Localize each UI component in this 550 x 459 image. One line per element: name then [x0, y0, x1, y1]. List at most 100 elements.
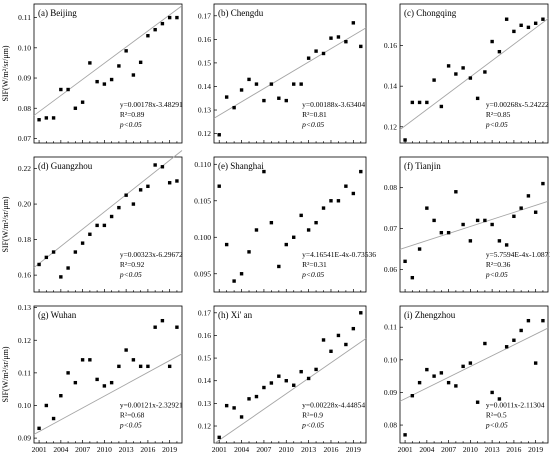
- data-point: [124, 193, 128, 197]
- data-point: [80, 241, 85, 245]
- trend-line: [399, 18, 549, 130]
- data-point: [344, 184, 348, 188]
- data-point: [160, 318, 165, 323]
- panel-8: 0.12 0.13 0.14 0.15 0.16 0.17 2001 2004 2007 2010…: [198, 305, 367, 454]
- data-point: [533, 210, 538, 214]
- data-point: [167, 15, 172, 20]
- data-point: [475, 400, 480, 404]
- data-point: [102, 223, 107, 228]
- data-point: [541, 17, 545, 21]
- data-point: [526, 25, 531, 30]
- panel-3: 0.12 0.14 0.16 (c) Chongqing y=0.00268x-5.24…: [384, 3, 549, 144]
- data-point: [336, 35, 341, 39]
- data-point: [37, 262, 41, 267]
- data-point: [131, 202, 136, 206]
- data-point: [73, 250, 78, 254]
- data-point: [284, 242, 288, 247]
- data-point: [446, 230, 451, 235]
- data-point: [239, 415, 244, 419]
- data-point: [138, 60, 143, 65]
- p-value: p<0.05: [301, 270, 324, 279]
- data-point: [344, 39, 348, 44]
- plot-frame: [33, 156, 183, 293]
- y-tick-label: 0.12: [198, 422, 211, 431]
- x-tick-label: 2013: [301, 445, 316, 454]
- data-point: [153, 325, 157, 329]
- data-point: [66, 266, 70, 270]
- p-value: p<0.05: [119, 120, 142, 129]
- data-point: [117, 205, 121, 210]
- plot-frame: [399, 3, 549, 144]
- p-value: p<0.05: [301, 120, 324, 129]
- y-tick-label: 0.18: [18, 235, 31, 244]
- data-point: [284, 98, 288, 103]
- data-point: [73, 106, 78, 110]
- data-point: [124, 49, 128, 53]
- y-tick-label: 0.13: [198, 106, 211, 115]
- y-tick-label: 0.06: [384, 265, 397, 274]
- data-point: [232, 105, 236, 110]
- x-tick-label: 2016: [140, 445, 155, 454]
- x-tick-label: 2004: [234, 445, 249, 454]
- data-point: [59, 275, 63, 279]
- data-point: [497, 49, 502, 54]
- p-value: p<0.05: [119, 420, 142, 429]
- data-point: [44, 116, 49, 120]
- data-point: [475, 96, 480, 101]
- data-point: [138, 188, 143, 192]
- r-squared: R²=0.36: [486, 260, 511, 269]
- data-point: [254, 394, 259, 399]
- data-point: [239, 88, 244, 92]
- data-point: [483, 341, 487, 346]
- y-tick-label: 0.095: [194, 269, 211, 278]
- data-point: [224, 95, 229, 99]
- panel-label: (i) Zhengzhou: [404, 310, 456, 320]
- y-tick-label: 0.100: [194, 233, 211, 242]
- panel-5: 0.095 0.100 0.105 0.110 (e) Shanghai y=4.1654…: [194, 156, 376, 293]
- y-tick-label: 0.13: [198, 399, 211, 408]
- data-point: [299, 82, 303, 86]
- data-point: [468, 239, 473, 243]
- x-tick-label: 2007: [441, 445, 456, 454]
- y-axis-title: SIF(W/m²/sr/μm): [1, 45, 10, 101]
- data-point: [66, 371, 70, 375]
- data-point: [475, 218, 480, 223]
- data-point: [425, 100, 429, 105]
- data-point: [80, 358, 85, 362]
- data-point: [51, 416, 56, 421]
- data-point: [95, 377, 99, 382]
- data-point: [160, 21, 165, 26]
- trend-line: [33, 150, 183, 268]
- data-point: [403, 138, 407, 142]
- fit-equation: y=0.00121x-2.32921: [120, 400, 183, 409]
- data-point: [468, 76, 473, 80]
- r-squared: R²=0.31: [302, 260, 327, 269]
- trend-line: [213, 27, 367, 119]
- data-point: [336, 333, 341, 338]
- data-point: [526, 194, 531, 198]
- trend-line: [33, 5, 183, 116]
- y-tick-label: 0.10: [18, 43, 31, 52]
- x-tick-label: 2016: [323, 445, 338, 454]
- data-point: [95, 223, 99, 228]
- data-point: [329, 199, 333, 203]
- x-tick-label: 2019: [528, 445, 543, 454]
- r-squared: R²=0.68: [120, 410, 145, 419]
- data-point: [146, 34, 150, 38]
- data-point: [439, 371, 444, 375]
- x-tick-label: 2004: [53, 445, 68, 454]
- panel-label: (e) Shanghai: [218, 161, 264, 171]
- y-axis-title: SIF(W/m²/sr/μm): [1, 196, 10, 252]
- x-tick-label: 2010: [279, 445, 294, 454]
- y-tick-label: 0.110: [194, 160, 211, 169]
- trend-line: [213, 338, 367, 445]
- data-point: [117, 64, 121, 68]
- data-point: [262, 169, 266, 174]
- p-value: p<0.05: [119, 270, 142, 279]
- data-point: [88, 61, 92, 65]
- plot-frame: [33, 3, 183, 144]
- r-squared: R²=0.81: [302, 110, 327, 119]
- x-tick-label: 2001: [398, 445, 413, 454]
- y-tick-label: 0.07: [18, 134, 31, 143]
- data-point: [425, 367, 429, 372]
